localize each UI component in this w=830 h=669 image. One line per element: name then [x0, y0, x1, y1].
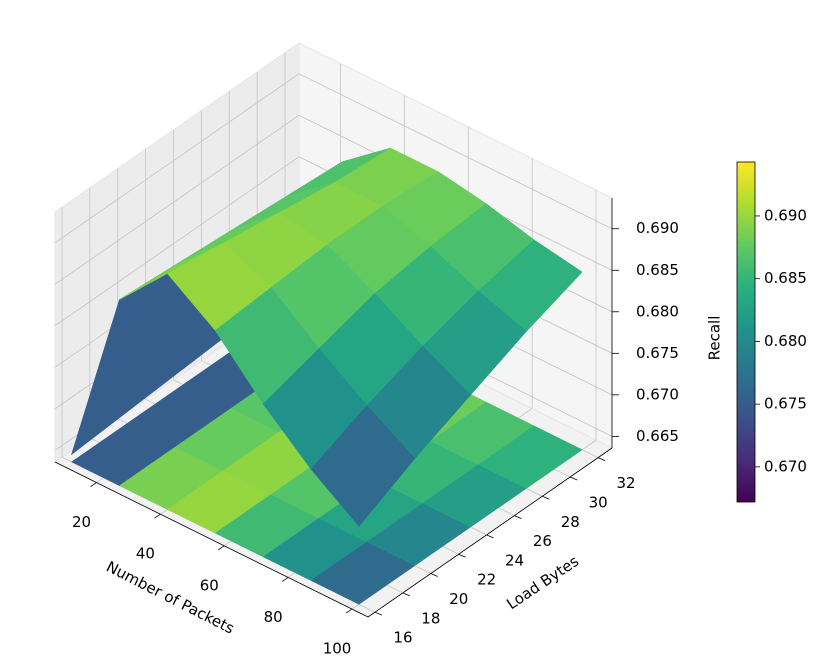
colorbar-tick-label: 0.680	[764, 332, 807, 350]
tick-mark	[281, 577, 289, 582]
tick-mark	[345, 608, 353, 614]
tick-mark	[218, 545, 225, 551]
y-tick-label: 24	[505, 551, 524, 569]
y-tick-label: 26	[533, 532, 552, 550]
surface-cell	[310, 405, 416, 527]
tick-mark	[154, 513, 161, 519]
y-tick-label: 30	[589, 493, 608, 511]
z-tick-label: 0.670	[636, 385, 679, 403]
y-tick-label: 18	[421, 609, 440, 627]
x-tick-label: 100	[323, 640, 352, 658]
x-tick-label: 80	[264, 608, 283, 626]
y-tick-label: 16	[393, 629, 412, 647]
colorbar-tick-label: 0.675	[764, 395, 807, 413]
x-tick-label: 60	[200, 576, 219, 594]
plot-area	[70, 147, 583, 605]
x-tick-label: 40	[136, 545, 155, 563]
grid-line	[298, 73, 613, 230]
tick-mark	[486, 534, 494, 539]
x-tick-label: 20	[72, 513, 91, 531]
z-tick-label: 0.680	[636, 302, 679, 320]
tick-mark	[402, 592, 411, 597]
tick-mark	[374, 611, 383, 616]
y-tick-label: 32	[617, 474, 636, 492]
tick-mark	[514, 515, 522, 519]
z-tick-label: 0.665	[636, 427, 679, 445]
z-tick-label: 0.675	[636, 344, 679, 362]
grid-line	[54, 73, 300, 244]
x-axis-label: Number of Packets	[103, 557, 237, 637]
tick-mark	[542, 495, 550, 500]
colorbar-tick-label: 0.690	[764, 206, 807, 224]
y-tick-label: 20	[449, 590, 468, 608]
grid-line	[54, 114, 300, 285]
colorbar-tick-label: 0.670	[764, 457, 807, 475]
z-tick-label: 0.690	[636, 219, 679, 237]
colorbar-tick-label: 0.685	[764, 269, 807, 287]
y-axis-line	[367, 447, 613, 618]
grid-line	[54, 156, 300, 327]
y-tick-label: 28	[561, 513, 580, 531]
colorbar: 0.670 0.675 0.680 0.685 0.690	[736, 161, 807, 503]
tick-mark	[430, 573, 438, 577]
tick-mark	[570, 476, 578, 481]
tick-mark	[597, 457, 606, 462]
z-tick-label: 0.685	[636, 261, 679, 279]
tick-mark	[458, 553, 466, 558]
y-tick-label: 22	[477, 571, 496, 589]
x-axis-line	[54, 461, 369, 618]
floor-contour-cell	[477, 425, 583, 489]
colorbar-label: Recall	[706, 316, 724, 361]
tick-mark	[90, 482, 97, 487]
colorbar-gradient	[736, 161, 756, 503]
